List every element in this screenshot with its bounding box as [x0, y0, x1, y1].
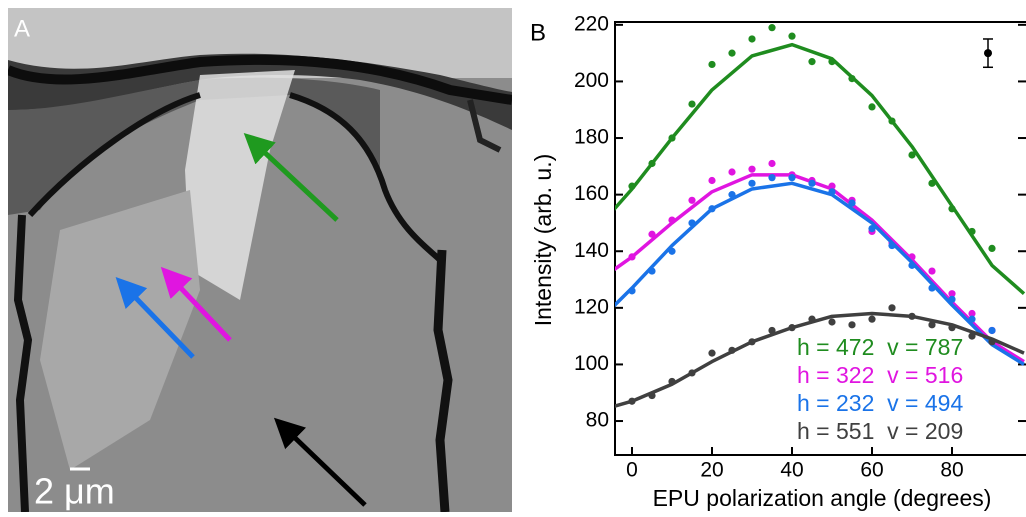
data-point — [968, 309, 976, 318]
data-point — [648, 159, 656, 168]
data-point — [968, 227, 976, 236]
x-tick-label: 40 — [780, 459, 803, 482]
data-point — [828, 188, 836, 196]
data-point — [848, 321, 856, 329]
data-point — [728, 49, 736, 57]
data-point — [648, 230, 656, 238]
data-point — [648, 267, 656, 275]
fit-curve — [615, 181, 1025, 366]
data-point — [928, 267, 936, 275]
data-point — [948, 324, 956, 332]
data-point — [948, 290, 956, 298]
plot-frame — [614, 21, 1026, 456]
data-point — [668, 216, 676, 224]
y-tick-label: 160 — [574, 182, 609, 205]
data-point — [948, 295, 956, 303]
data-point — [788, 32, 796, 40]
data-point — [728, 191, 736, 199]
data-point — [708, 205, 716, 213]
data-point — [788, 174, 796, 182]
data-point — [928, 284, 936, 292]
data-point — [808, 315, 816, 323]
data-point — [708, 349, 716, 357]
legend-entry: h = 322 v = 516 — [797, 362, 963, 388]
data-point — [928, 179, 936, 187]
data-point — [628, 397, 636, 405]
data-point — [848, 199, 856, 207]
y-tick-label: 200 — [574, 69, 609, 92]
data-point — [908, 261, 916, 269]
data-point — [968, 332, 976, 340]
fit-curve — [615, 42, 1026, 295]
x-tick-label: 0 — [626, 459, 638, 482]
data-point — [968, 315, 976, 323]
data-point — [828, 58, 836, 66]
data-point — [888, 304, 896, 312]
data-point — [748, 338, 756, 346]
data-point — [768, 326, 776, 335]
data-point — [768, 24, 776, 32]
panel-label: B — [530, 19, 546, 46]
legend-entry: h = 232 v = 494 — [797, 390, 963, 416]
x-axis-label: EPU polarization angle (degrees) — [653, 485, 992, 511]
data-point — [828, 318, 836, 326]
data-point — [628, 182, 636, 190]
y-tick-label: 180 — [574, 126, 609, 149]
error-point — [984, 49, 992, 58]
data-point — [648, 391, 656, 400]
data-point — [888, 241, 896, 250]
data-point — [628, 253, 636, 261]
data-point — [848, 75, 856, 83]
data-point — [928, 321, 936, 329]
data-point — [788, 324, 796, 332]
data-point — [708, 60, 716, 69]
data-point — [748, 165, 756, 173]
y-tick-label: 140 — [574, 239, 609, 262]
data-point — [868, 103, 876, 111]
data-point — [668, 134, 676, 142]
data-point — [668, 247, 676, 255]
data-point — [668, 377, 676, 386]
legend-entry: h = 472 v = 787 — [797, 334, 963, 360]
x-tick-label: 80 — [940, 459, 963, 482]
y-tick-label: 220 — [574, 12, 609, 35]
data-point — [988, 338, 996, 346]
data-point — [808, 58, 816, 66]
data-point — [908, 312, 916, 320]
data-point — [828, 182, 836, 190]
data-point — [728, 346, 736, 354]
y-axis-label: Intensity (arb. u.) — [530, 154, 556, 327]
plot-area — [615, 24, 1026, 408]
data-point — [808, 179, 816, 187]
data-point — [768, 174, 776, 182]
x-tick-label: 20 — [700, 459, 723, 482]
legend-entry: h = 551 v = 209 — [797, 418, 963, 444]
scale-bar-label: 2 μm — [34, 471, 115, 512]
data-point — [688, 100, 696, 108]
data-point — [888, 117, 896, 125]
data-point — [708, 176, 716, 185]
data-point — [748, 35, 756, 43]
data-point — [688, 369, 696, 377]
y-tick-label: 100 — [574, 352, 609, 375]
data-point — [628, 287, 636, 295]
data-point — [868, 224, 876, 233]
y-tick-label: 80 — [586, 409, 609, 432]
data-point — [948, 205, 956, 213]
data-point — [988, 244, 996, 253]
y-tick-label: 120 — [574, 295, 609, 318]
data-point — [908, 151, 916, 159]
data-point — [988, 326, 996, 335]
data-point — [728, 168, 736, 176]
data-point — [768, 159, 776, 168]
data-point — [688, 219, 696, 227]
panel-label: A — [14, 15, 30, 42]
data-point — [688, 196, 696, 204]
x-tick-label: 60 — [860, 459, 883, 482]
microscopy-image — [8, 8, 512, 512]
data-point — [868, 315, 876, 323]
data-point — [748, 179, 756, 187]
